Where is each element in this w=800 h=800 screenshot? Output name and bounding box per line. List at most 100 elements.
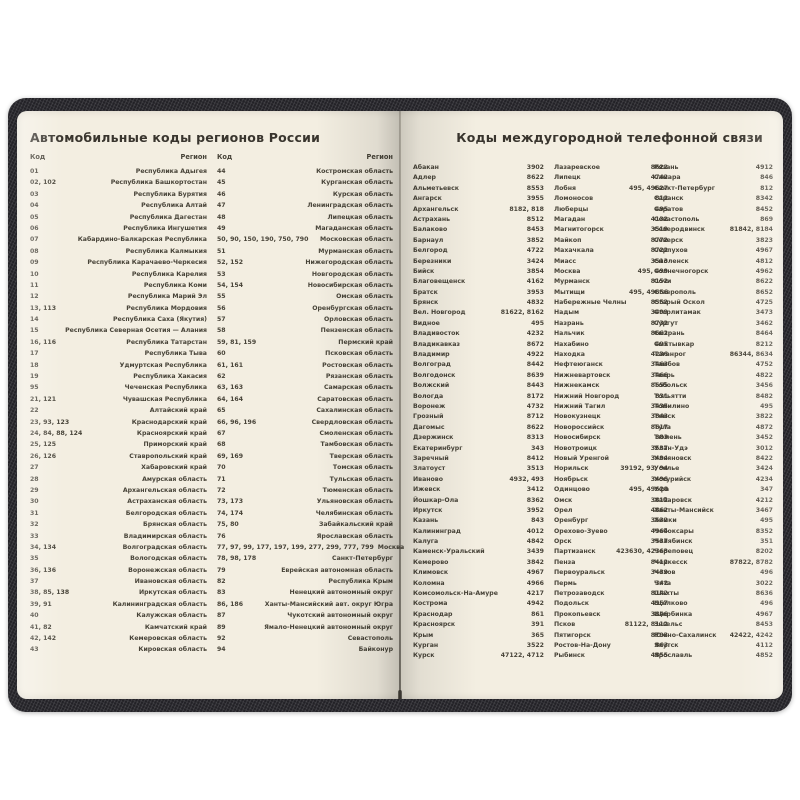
code-cell: 8555 (650, 382, 668, 390)
table-row: Ханты-Мансийск 3467 (654, 507, 773, 517)
table-row: 25, 125 Приморский край (30, 441, 207, 452)
table-row: Рыбинск 4855 (554, 652, 668, 662)
code-cell: 4922 (526, 351, 544, 359)
region-cell: Удмуртская Республика (119, 361, 207, 369)
city-cell: Майкоп (554, 236, 582, 244)
code-cell: 57 (217, 316, 226, 324)
code-cell: 3955 (526, 195, 544, 203)
code-cell: 8622 (755, 278, 773, 286)
table-row: Таганрог 86344, 8634 (654, 351, 773, 361)
code-cell: 4217 (526, 590, 544, 598)
city-cell: Курган (413, 641, 439, 649)
city-cell: Северодвинск (654, 226, 705, 234)
table-row: 19 Республика Хакасия (30, 373, 207, 384)
code-cell: 3532 (650, 517, 668, 525)
code-cell: 4822 (755, 371, 773, 379)
code-cell: 4967 (526, 569, 544, 577)
table-row: Калуга 4842 (413, 538, 544, 548)
table-row: Грозный 8712 (413, 413, 544, 423)
code-cell: 3496 (650, 475, 668, 483)
region-cell: Новосибирская область (307, 281, 393, 289)
code-cell: 3452 (755, 434, 773, 442)
code-cell: 8412 (526, 454, 544, 462)
code-cell: 495, 49656 (629, 288, 668, 296)
code-cell: 4832 (526, 299, 544, 307)
code-cell: 79 (217, 566, 226, 574)
table-row: 48 Липецкая область (217, 214, 393, 225)
code-cell: 8662 (650, 330, 668, 338)
table-row: Сургут 3462 (654, 320, 773, 330)
city-cell: Нахабино (554, 340, 589, 348)
code-cell: 02, 102 (30, 179, 57, 187)
table-row: Нижнекамск 8555 (554, 382, 668, 392)
table-row: Омск 3812 (554, 497, 668, 507)
code-cell: 4234 (755, 475, 773, 483)
region-cell: Республика Северная Осетия — Алания (65, 327, 207, 335)
region-cell: Курганская область (321, 179, 393, 187)
table-row: Мытищи 495, 49656 (554, 289, 668, 299)
region-cell: Рязанская область (325, 373, 393, 381)
code-cell: 31 (30, 509, 39, 517)
code-cell: 83 (217, 589, 226, 597)
code-cell: 4812 (755, 257, 773, 265)
city-cell: Миасс (554, 257, 577, 265)
city-cell: Астрахань (413, 215, 451, 223)
table-row: 75, 80 Забайкальский край (217, 521, 393, 532)
region-cell: Новгородская область (311, 270, 393, 278)
code-cell: 64, 164 (217, 395, 244, 403)
table-row: Одинцово 495, 49628 (554, 486, 668, 496)
code-cell: 4212 (755, 496, 773, 504)
table-row: Новый Уренгой 3494 (554, 455, 668, 465)
table-row: 43 Кировская область (30, 646, 207, 657)
city-cell: Чебоксары (654, 527, 694, 535)
code-cell: 8553 (526, 184, 544, 192)
code-cell: 3499 (650, 309, 668, 317)
table-row: 38, 85, 138 Иркутская область (30, 589, 207, 600)
table-row: 73, 173 Ульяновская область (217, 498, 393, 509)
region-cell: Кемеровская область (129, 635, 207, 643)
region-cell: Ямало-Ненецкий автономный округ (264, 623, 393, 631)
code-cell: 86, 186 (217, 600, 244, 608)
code-cell: 846 (760, 174, 773, 182)
table-row: Норильск 39192, 93, 94 (554, 465, 668, 475)
code-cell: 16, 116 (30, 338, 57, 346)
code-cell: 3424 (526, 257, 544, 265)
city-cell: Таганрог (654, 351, 686, 359)
code-cell: 3424 (755, 465, 773, 473)
city-cell: Новороссийск (554, 423, 605, 431)
code-cell: 8152 (650, 278, 668, 286)
table-row: 24, 84, 88, 124 Красноярский край (30, 430, 207, 441)
code-cell: 3812 (650, 496, 668, 504)
code-cell: 8202 (755, 548, 773, 556)
code-cell: 36, 136 (30, 566, 57, 574)
table-row: 74, 174 Челябинская область (217, 510, 393, 521)
city-cell: Нижневартовск (554, 371, 611, 379)
table-row: Миасс 3513 (554, 258, 668, 268)
table-row: 78, 98, 178 Санкт-Петербург (217, 555, 393, 566)
city-cell: Кемерово (413, 558, 449, 566)
code-cell: 495, 49627 (629, 184, 668, 192)
city-cell: Новосибирск (554, 434, 601, 442)
table-row: 49 Магаданская область (217, 225, 393, 236)
region-cell: Оренбургская область (312, 304, 393, 312)
region-cell: Кабардино-Балкарская Республика (77, 236, 207, 244)
city-cell: Норильск (554, 465, 589, 473)
city-cell: Нижний Новгород (554, 392, 620, 400)
city-cell: Старый Оскол (654, 299, 705, 307)
region-cell: Курская область (332, 190, 393, 198)
table-row: Курск 47122, 4712 (413, 652, 544, 662)
code-cell: 73, 173 (217, 498, 244, 506)
table-row: Саратов 8452 (654, 206, 773, 216)
region-cell: Ханты-Мансийский авт. округ Югра (264, 600, 393, 608)
table-row: 47 Ленинградская область (217, 202, 393, 213)
city-cell: Новокузнецк (554, 413, 601, 421)
region-cell: Иркутская область (138, 589, 207, 597)
table-row: 21, 121 Чувашская Республика (30, 396, 207, 407)
table-row: 29 Архангельская область (30, 487, 207, 498)
city-cell: Брянск (413, 299, 439, 307)
table-row: Чита 3022 (654, 580, 773, 590)
table-row: 76 Ярославская область (217, 533, 393, 544)
region-cell: Псковская область (325, 350, 393, 358)
table-row: 94 Байконур (217, 646, 393, 657)
table-row: Лобня 495, 49627 (554, 185, 668, 195)
